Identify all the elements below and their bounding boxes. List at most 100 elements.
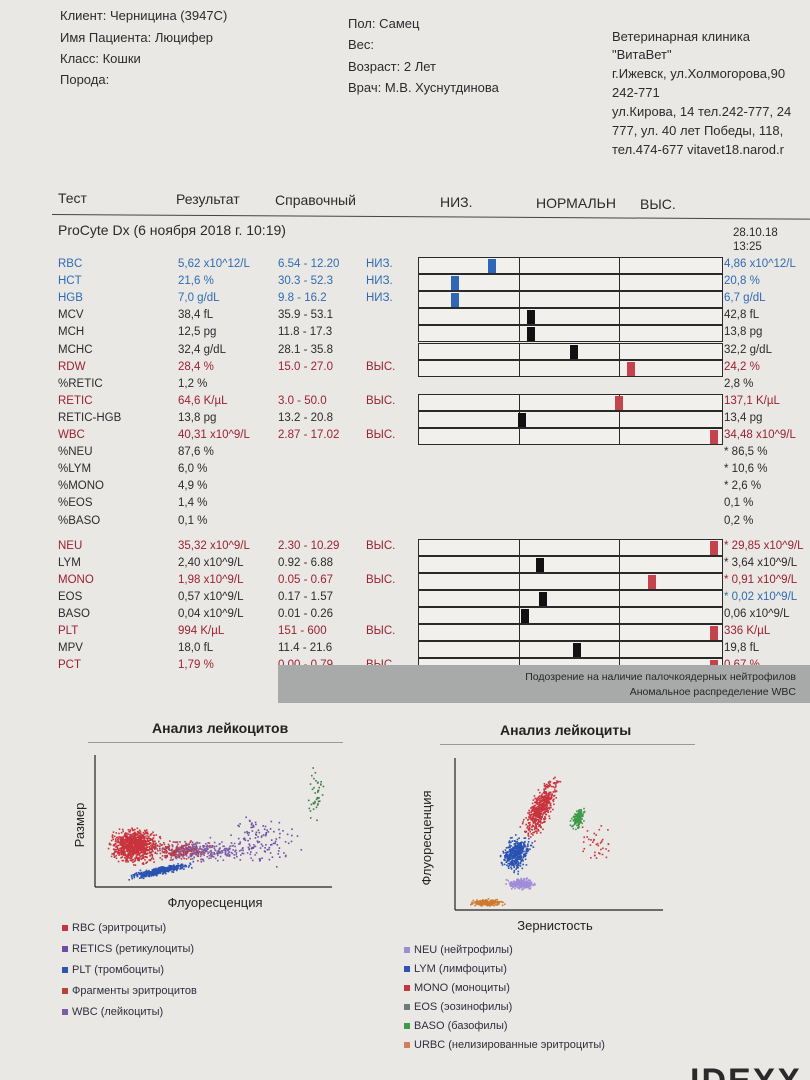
scatter-dot: [184, 847, 187, 849]
scatter-dot: [279, 856, 281, 858]
scatter-dot: [158, 840, 160, 843]
scatter-dot: [217, 859, 219, 862]
scatter-dot: [521, 847, 523, 849]
scatter-dot: [269, 828, 272, 830]
scatter-dot: [583, 807, 585, 810]
scatter-dot: [523, 880, 525, 882]
scatter-dot: [266, 848, 269, 851]
scatter-dot: [482, 899, 484, 901]
scatter-dot: [309, 783, 312, 785]
scatter-dot: [151, 850, 154, 853]
scatter-dot: [131, 844, 133, 846]
scatter-dot: [188, 848, 190, 851]
scatter-dot: [541, 810, 544, 812]
scatter-dot: [124, 852, 126, 854]
row-previous: * 10,6 %: [724, 463, 768, 475]
scatter-dot: [533, 882, 536, 885]
scatter-dot: [120, 843, 122, 846]
scatter-dot: [140, 840, 143, 842]
scatter-dot: [127, 848, 130, 851]
scatter-dot: [522, 821, 524, 823]
scatter-dot: [141, 851, 143, 853]
weight-label: Вес:: [348, 37, 375, 52]
scatter-dot: [128, 879, 130, 881]
legend-item: URBC (нелизированные эритроциты): [404, 1039, 605, 1051]
scatter-dot: [543, 803, 545, 806]
scatter-dot: [208, 857, 210, 860]
scatter-dot: [118, 838, 120, 840]
scatter-dot: [140, 844, 143, 847]
scatter-dot: [131, 835, 133, 838]
scatter-dot: [264, 825, 267, 828]
scatter-dot: [475, 901, 477, 903]
scatter-dot: [522, 844, 525, 846]
scatter-dot: [159, 849, 161, 852]
scatter-dot: [125, 849, 128, 852]
scatter-dot: [126, 854, 128, 856]
scatter-dot: [229, 845, 231, 847]
scatter-dot: [530, 813, 532, 816]
scatter-dot: [543, 788, 545, 790]
scatter-dot: [154, 851, 157, 854]
scatter-dot: [519, 865, 522, 867]
scatter-dot: [135, 850, 137, 852]
range-divider: [619, 275, 620, 290]
scatter-dot: [239, 823, 241, 825]
scatter-dot: [145, 847, 148, 849]
scatter-dot: [239, 842, 241, 845]
scatter-dot: [177, 854, 180, 856]
scatter-dot: [242, 849, 244, 852]
scatter-dot: [129, 852, 131, 854]
scatter-dot: [141, 848, 144, 851]
scatter-dot: [524, 850, 526, 853]
scatter-dot: [232, 849, 234, 851]
scatter-dot: [179, 846, 181, 849]
scatter-dot: [300, 849, 303, 851]
scatter-dot: [231, 852, 234, 855]
scatter-dot: [307, 799, 310, 802]
scatter-dot: [504, 857, 506, 859]
scatter-dot: [238, 825, 240, 828]
scatter-dot: [138, 829, 141, 832]
scatter-dot: [518, 855, 521, 858]
scatter-dot: [499, 855, 502, 858]
scatter-dot: [238, 843, 240, 845]
scatter-dot: [113, 835, 116, 838]
scatter-dot: [544, 788, 547, 790]
scatter-dot: [537, 830, 540, 832]
scatter-dot: [263, 828, 266, 830]
scatter-dot: [595, 834, 597, 836]
scatter-dot: [178, 865, 181, 867]
scatter-dot: [535, 820, 537, 822]
scatter-dot: [129, 843, 131, 845]
scatter-dot: [310, 803, 313, 806]
scatter-dot: [172, 869, 175, 872]
row-test-name: %RETIC: [58, 378, 103, 390]
scatter-dot: [112, 831, 115, 833]
scatter-dot: [581, 818, 583, 820]
scatter-dot: [224, 849, 227, 852]
scatter-dot: [122, 846, 124, 848]
scatter-dot: [130, 841, 132, 844]
scatter-dot: [129, 837, 132, 839]
scatter-dot: [129, 859, 132, 861]
scatter-dot: [537, 789, 540, 791]
row-result: 1,98 x10^9/L: [178, 574, 244, 586]
scatter-dot: [544, 784, 547, 787]
scatter-dot: [261, 835, 263, 837]
scatter-dot: [320, 781, 322, 783]
scatter-dot: [528, 887, 530, 890]
scatter-dot: [170, 857, 172, 859]
scatter-dot: [199, 845, 201, 848]
scatter-dot: [181, 864, 184, 867]
scatter-dot: [121, 856, 124, 858]
scatter-dot: [505, 853, 508, 855]
scatter-dot: [512, 854, 514, 857]
scatter-dot: [521, 852, 523, 854]
scatter-dot: [516, 840, 518, 843]
scatter-dot: [121, 847, 124, 850]
scatter-dot: [183, 845, 185, 847]
scatter-dot: [578, 815, 581, 817]
scatter-dot: [504, 855, 506, 857]
scatter-dot: [129, 833, 131, 836]
